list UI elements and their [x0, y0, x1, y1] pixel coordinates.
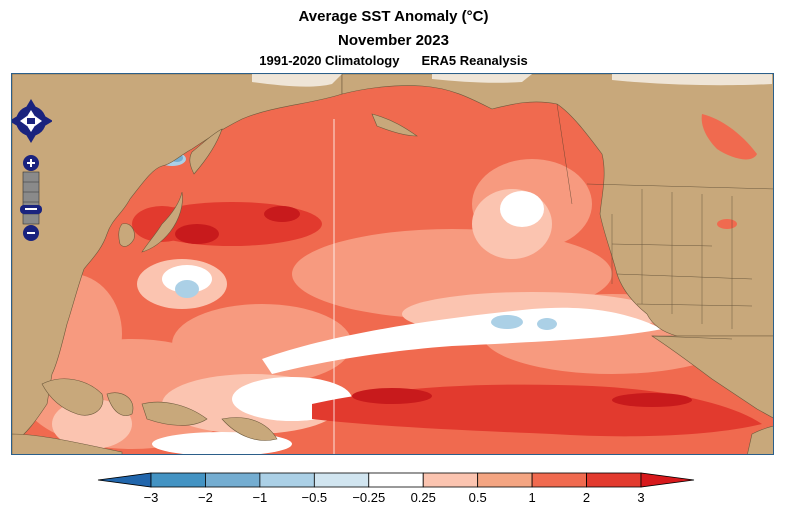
- colorbar-tick-label: 0.25: [410, 490, 436, 505]
- colorbar-segment: [477, 472, 533, 488]
- map-metadata: 1991-2020 Climatology ERA5 Reanalysis: [0, 53, 787, 68]
- colorbar-tick-label: −3: [143, 490, 159, 505]
- colorbar-tick-label: 3: [637, 490, 645, 505]
- pan-arrow-left-icon: [20, 116, 27, 126]
- colorbar-tick-label: −2: [198, 490, 213, 505]
- land: [12, 74, 773, 454]
- colorbar-tick-label: 1: [528, 490, 536, 505]
- climatology-label: 1991-2020 Climatology: [259, 53, 400, 68]
- pan-arrow-up-icon: [26, 110, 36, 118]
- colorbar-tick-label: −1: [252, 490, 268, 505]
- colorbar-segment: [150, 472, 206, 488]
- ice-cover: [252, 74, 772, 87]
- colorbar-segment: [586, 472, 642, 488]
- pan-left-icon[interactable]: [12, 115, 19, 127]
- map-title: Average SST Anomaly (°C): [298, 8, 489, 25]
- colorbar-segment: [313, 472, 370, 488]
- colorbar: [96, 470, 696, 510]
- pan-control[interactable]: [12, 99, 52, 143]
- zoom-slider[interactable]: [20, 171, 42, 225]
- sst-anomaly-map[interactable]: [11, 73, 774, 455]
- colorbar-extend-high: [640, 472, 695, 488]
- map-subtitle: November 2023: [338, 32, 449, 49]
- zoom-out-button[interactable]: [23, 225, 39, 241]
- dataset-label: ERA5 Reanalysis: [421, 53, 528, 68]
- colorbar-segment: [422, 472, 479, 488]
- colorbar-tick-label: 0.5: [468, 490, 487, 505]
- colorbar-extend-low: [97, 472, 152, 488]
- pan-arrow-down-icon: [26, 124, 36, 132]
- colorbar-tick-label: −0.5: [301, 490, 328, 505]
- colorbar-segment: [531, 472, 587, 488]
- pan-right-icon[interactable]: [43, 115, 52, 127]
- colorbar-tick-label: 2: [582, 490, 591, 505]
- colorbar-tick-label: −0.25: [352, 490, 386, 505]
- anomaly-zone-above-3: [175, 206, 692, 407]
- political-borders: [556, 103, 773, 340]
- colorbar-segment: [205, 472, 261, 488]
- zoom-in-button[interactable]: [23, 155, 39, 171]
- pan-up-icon[interactable]: [25, 99, 37, 109]
- colorbar-segment: [368, 472, 424, 488]
- colorbar-segment: [259, 472, 315, 488]
- map-canvas[interactable]: [12, 74, 774, 455]
- map-navigation-control: [12, 96, 52, 246]
- pan-arrow-right-icon: [35, 116, 42, 126]
- pan-down-icon[interactable]: [25, 133, 37, 143]
